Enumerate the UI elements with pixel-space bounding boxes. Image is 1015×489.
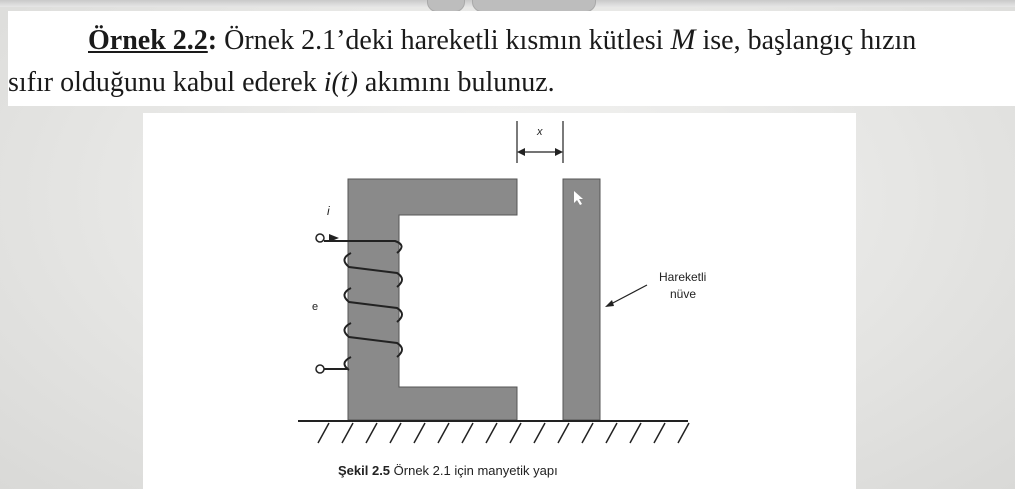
moving-core-label-1: Hareketli [659,270,706,284]
x-arrow-left-icon [517,148,525,156]
current-symbol: i(t) [323,67,358,98]
coil-windings [324,240,403,371]
annotation-arrow-icon [605,300,614,307]
stationary-core [347,178,518,421]
current-arrow-icon [329,234,339,242]
figure-caption: Şekil 2.5 Örnek 2.1 için manyetik yapı [338,463,558,478]
terminal-top [315,233,325,243]
moving-core [562,178,601,421]
problem-text-box: Örnek 2.2: Örnek 2.1’deki hareketli kısm… [8,11,1015,106]
figure-panel: i e x Hareketli nüve [143,113,856,489]
example-heading: Örnek 2.2 [88,25,208,56]
mass-symbol: M [670,23,696,56]
label-i: i [327,204,330,218]
cursor-icon [574,191,583,205]
problem-line-2: sıfır olduğunu kabul ederek i(t) akımını… [8,67,555,98]
problem-line-1: Örnek 2.2: Örnek 2.1’deki hareketli kısm… [88,23,917,56]
label-x: x [536,126,543,138]
moving-core-label-2: nüve [670,287,696,301]
ground-hatching [317,422,690,444]
magnetic-structure-diagram: i e x Hareketli nüve [298,121,706,478]
annotation-leader [608,284,648,306]
x-dimension [516,121,564,163]
label-e: e [312,301,318,313]
x-arrow-right-icon [555,148,563,156]
terminal-bottom [315,364,325,374]
